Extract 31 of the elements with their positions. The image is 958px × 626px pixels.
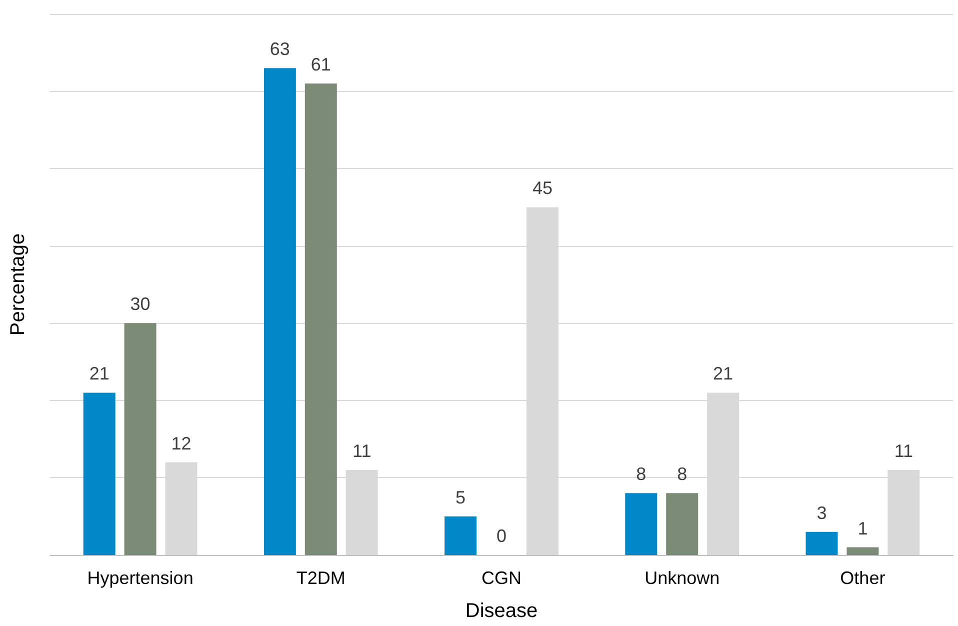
data-label: 3	[816, 502, 827, 523]
bar	[264, 68, 296, 555]
x-axis-title: Disease	[465, 600, 538, 622]
data-label: 8	[677, 464, 688, 484]
data-label: 45	[532, 178, 552, 198]
data-label: 8	[636, 464, 646, 484]
x-tick-label: Hypertension	[87, 568, 194, 588]
data-label: 12	[171, 433, 192, 454]
bar	[625, 493, 658, 555]
bar	[806, 532, 838, 555]
data-label: 61	[310, 54, 331, 75]
x-tick-label: Unknown	[644, 568, 720, 588]
bar	[444, 516, 477, 555]
data-label: 11	[894, 440, 914, 461]
y-axis-title: Percentage	[7, 233, 29, 336]
data-label: 1	[858, 518, 868, 538]
bar	[846, 547, 879, 555]
bar	[304, 84, 337, 555]
data-label: 21	[89, 364, 110, 384]
x-tick-label: CGN	[482, 568, 522, 588]
bar	[124, 323, 156, 555]
bar	[83, 392, 116, 555]
data-label: 63	[270, 39, 290, 60]
data-label: 5	[456, 487, 466, 508]
x-tick-label: Other	[840, 568, 886, 588]
data-label: 0	[496, 526, 507, 546]
data-label: 21	[713, 364, 734, 384]
data-label: 11	[352, 440, 372, 461]
data-label: 30	[130, 294, 150, 314]
x-tick-label: T2DM	[296, 568, 346, 588]
bar	[666, 493, 698, 555]
